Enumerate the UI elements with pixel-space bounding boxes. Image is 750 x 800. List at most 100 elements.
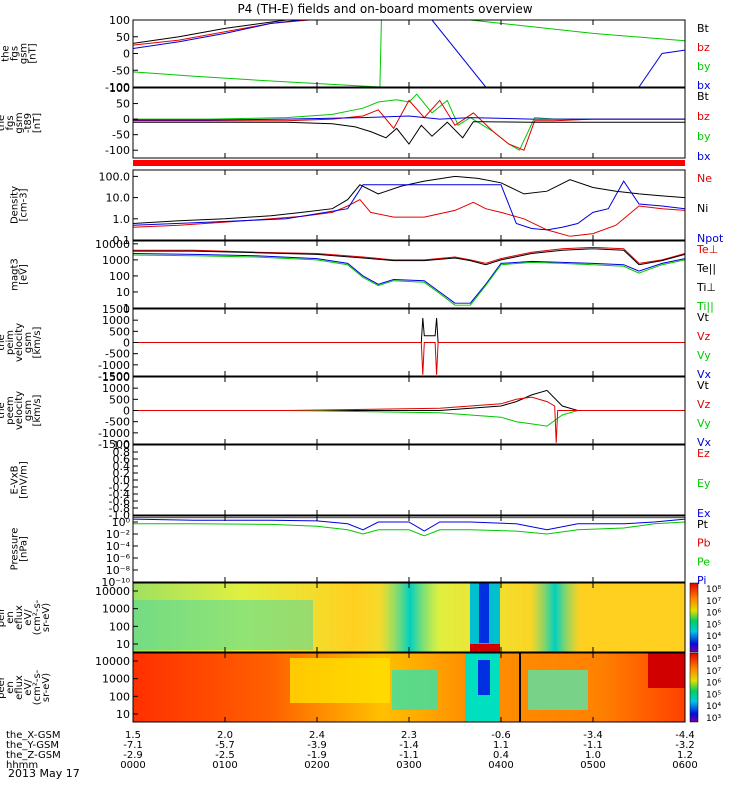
xaxis-row-label: the_Y-GSM [6, 740, 59, 751]
panel-energy [133, 247, 685, 305]
ylabel-line: fgs [5, 115, 16, 130]
ytick-label-peem: 1500 [102, 371, 130, 384]
ylabel-line: sr-eV) [41, 603, 52, 632]
colorbar-tick-peer: 10⁶ [706, 679, 721, 689]
legend-peem-1: Vz [697, 398, 711, 411]
ytick-label-efield: 1.0 [113, 439, 131, 452]
ytick-label-peim: -1500 [98, 370, 130, 383]
ytick-label-efield: -0.4 [109, 488, 130, 501]
series-peem-Vy [133, 411, 685, 427]
ytick-label-energy: 100 [109, 270, 130, 283]
ytick-label-density: 100.0 [99, 170, 131, 183]
spectrogram-decorations [133, 582, 699, 723]
ytick-label-peim: -1000 [98, 359, 130, 372]
axes-peer: 10000 1000 100 10 thepeerenefluxeV/(cm²-s-sr… [0, 652, 721, 724]
legend-fgs-dsl-2: by [697, 130, 711, 143]
peir-spectrogram-right-band [530, 583, 580, 652]
ylabel-line: peer [0, 675, 7, 699]
ytick-label-peem: 0 [123, 405, 130, 418]
ylabel-line: peem [5, 396, 16, 424]
peer-spectrogram-yellow-patch [290, 658, 390, 703]
legend-energy-2: Ti⊥ [696, 281, 716, 294]
xaxis-value: 0200 [304, 760, 329, 771]
ytick-label-pressure: 10⁻⁴ [106, 540, 131, 553]
panel-fgs [133, 20, 685, 87]
ylabel-peir: thepeirenefluxeV/(cm²-s-sr-eV) [0, 599, 52, 635]
series-density-Npot [133, 181, 685, 230]
ytick-label-efield: 0.8 [113, 446, 131, 459]
legend-peim-1: Vz [697, 330, 711, 343]
panel-peem [133, 390, 685, 443]
xaxis-value: -1.1 [583, 740, 603, 751]
axes-density: 100.0 10.0 1.0 0.1 Density[cm-3] Ne Ni Npot [10, 169, 724, 247]
xaxis-value: 0100 [212, 760, 237, 771]
peir-spectrogram-low-energy-red [470, 644, 500, 652]
axes-fgs-dsl: 100 50 0 -50 -100 thefgsgsm-t89[nT] Bt bz by bx [0, 82, 711, 163]
xaxis-value: 0500 [580, 760, 605, 771]
date-label: 2013 May 17 [8, 767, 80, 780]
ytick-label-peim: 0 [123, 337, 130, 350]
series-pressure-Pe [133, 522, 685, 536]
peer-spectrogram-right-edge [648, 653, 685, 688]
ylabel-pressure: Pressure[nPa] [10, 528, 30, 571]
series-fgs-dsl-Bt [133, 122, 685, 144]
ylabel-line: [km/s] [32, 326, 43, 358]
peir-colorbar [689, 582, 699, 653]
ytick-label-peir: 10 [116, 638, 130, 651]
ytick-label-pressure: 10⁻² [106, 528, 130, 541]
series-pressure-Pi [133, 519, 685, 531]
ylabel-line: fgs [10, 46, 21, 61]
axes-peir: 10000 1000 100 10 thepeirenefluxeV/(cm²-s-sr… [0, 582, 721, 654]
ytick-label-energy: 10000 [95, 238, 130, 251]
series-fgs-Bt [133, 20, 516, 43]
legend-efield-0: Ez [697, 447, 710, 460]
xaxis-value: 1.1 [493, 740, 509, 751]
ytick-label-peer: 10 [116, 708, 130, 721]
legend-efield-2: Ex [697, 507, 711, 520]
ylabel-line: [km/s] [32, 394, 43, 426]
ylabel-peer: thepeerenefluxeV/(cm²-s-sr-eV) [0, 669, 52, 705]
ylabel-line: sr-eV) [41, 673, 52, 702]
xaxis-row-label: hhmm [6, 760, 38, 771]
legend-energy-0: Te⊥ [696, 243, 718, 256]
ylabel-line: peim [5, 330, 16, 355]
xaxis-value: 1.5 [125, 730, 141, 741]
ylabel-density: Density[cm-3] [10, 186, 30, 224]
ylabel-line: [nT] [32, 113, 43, 133]
ytick-label-density: 10.0 [106, 192, 131, 205]
ytick-label-pressure: 10⁻⁸ [106, 564, 131, 577]
ytick-label-peer: 1000 [102, 673, 130, 686]
series-peim-Vt [133, 318, 685, 343]
ytick-label-peem: 1000 [102, 382, 130, 395]
ytick-label-fgs: 0 [123, 48, 130, 61]
legend-peem-2: Vy [697, 417, 711, 430]
xaxis-row-label: the_Z-GSM [6, 750, 61, 761]
xaxis-value: 0600 [672, 760, 697, 771]
axes-peim: 150010005000-500-1000-1500thepeimvelocit… [0, 303, 712, 383]
ytick-label-fgs-dsl: 100 [109, 82, 130, 95]
ytick-label-efield: 0.2 [113, 467, 131, 480]
ytick-label-peem: 500 [109, 393, 130, 406]
xaxis-value: -3.2 [675, 740, 695, 751]
legend-peim-3: Vx [697, 368, 712, 381]
ylabel-line: magt3 [10, 258, 21, 291]
legend-pressure-3: Pi [697, 574, 706, 587]
legend-peem-0: Vt [697, 379, 710, 392]
xaxis-value: 2.4 [309, 730, 325, 741]
xaxis-value: -1.9 [307, 750, 327, 761]
xaxis-value: -2.5 [215, 750, 235, 761]
series-energy-Ti⊥ [133, 254, 685, 304]
legend-efield-1: Ey [697, 477, 711, 490]
xaxis-value: 2.0 [217, 730, 233, 741]
xaxis-value: 1.2 [677, 750, 693, 761]
ylabel-line: E-VxB [10, 465, 21, 494]
series-fgs-bx [133, 20, 685, 87]
xaxis-value: 1.0 [585, 750, 601, 761]
ylabel-fgs: thefgsgsm[nT] [1, 43, 39, 64]
series-density-Ne [133, 200, 685, 237]
peir-spectrogram-green-band [380, 583, 440, 652]
ylabel-energy: magt3[eV] [10, 258, 30, 291]
axes-energy: 10000 1000 100 10 1 magt3[eV] Te⊥ Te|| Ti⊥ Ti|| [10, 238, 719, 315]
series-energy-Te⊥ [133, 247, 685, 263]
series-fgs-bz [133, 20, 309, 45]
